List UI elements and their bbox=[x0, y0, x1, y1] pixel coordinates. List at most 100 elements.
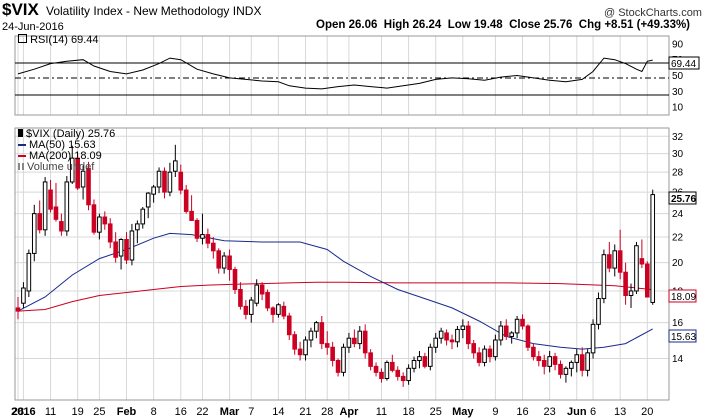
candle bbox=[596, 292, 601, 330]
candle bbox=[135, 220, 140, 244]
candle bbox=[634, 241, 639, 294]
x-tick-label: 7 bbox=[248, 406, 254, 418]
price-ytick-label: 20 bbox=[672, 258, 684, 269]
candle bbox=[493, 334, 498, 361]
candle-body bbox=[574, 354, 580, 363]
candle-body bbox=[612, 250, 618, 269]
candle-body bbox=[238, 288, 243, 307]
legend-ma50-row: MA(50) 15.63 bbox=[18, 140, 115, 151]
candle bbox=[498, 320, 504, 346]
candle bbox=[303, 336, 308, 361]
price-ytick-label: 22 bbox=[672, 233, 684, 244]
x-tick-label: 16 bbox=[175, 406, 187, 418]
candle-body bbox=[270, 307, 276, 315]
legend-price-text: $VIX (Daily) 25.76 bbox=[26, 128, 116, 140]
x-tick-label: 20 bbox=[641, 406, 653, 418]
candle bbox=[373, 362, 379, 377]
candle bbox=[558, 360, 563, 379]
chg-label: Chg bbox=[578, 19, 602, 31]
candle-body bbox=[639, 258, 645, 265]
candle bbox=[297, 341, 303, 361]
candle-body bbox=[558, 363, 563, 375]
candle bbox=[167, 162, 173, 197]
candle bbox=[579, 347, 585, 377]
candle-body bbox=[368, 352, 373, 367]
rsi-ytick-label: 30 bbox=[672, 87, 684, 98]
candle bbox=[623, 262, 628, 305]
candle-body bbox=[335, 359, 341, 373]
close-label: Close bbox=[509, 19, 541, 31]
candle bbox=[319, 316, 325, 350]
candle bbox=[281, 301, 287, 320]
candle-body bbox=[585, 352, 590, 371]
candle-body bbox=[178, 171, 184, 191]
candle bbox=[444, 329, 449, 346]
rsi-ytick-label: 10 bbox=[672, 103, 684, 114]
candle bbox=[314, 320, 319, 339]
candle bbox=[113, 232, 118, 263]
candle bbox=[417, 350, 422, 369]
candle bbox=[243, 300, 249, 320]
price-ytick-label: 14 bbox=[672, 354, 684, 365]
candle-body bbox=[15, 307, 21, 312]
quote-line: Open 26.06 High 26.24 Low 19.48 Close 25… bbox=[316, 19, 690, 31]
open-label: Open bbox=[316, 19, 346, 31]
ma50-swatch-icon bbox=[18, 144, 26, 147]
candle bbox=[248, 297, 254, 323]
candle-body bbox=[330, 346, 335, 361]
candle-body bbox=[292, 334, 297, 350]
candle bbox=[352, 329, 357, 348]
ma200-line bbox=[17, 281, 653, 312]
candle bbox=[64, 176, 70, 236]
candle-body bbox=[482, 348, 487, 363]
candle-body bbox=[124, 238, 129, 261]
candle bbox=[563, 366, 569, 383]
candle-body bbox=[493, 339, 498, 358]
candle-body bbox=[129, 230, 135, 261]
candle bbox=[438, 327, 444, 344]
candle bbox=[37, 200, 43, 234]
candle-body bbox=[151, 186, 156, 195]
price-ytick-label: 16 bbox=[672, 318, 684, 329]
candle-body bbox=[259, 284, 265, 295]
candle bbox=[102, 211, 108, 230]
candle bbox=[433, 332, 439, 353]
rsi-ytick-label: 90 bbox=[672, 39, 684, 50]
rsi-axis: 9070503010 bbox=[672, 39, 684, 113]
price-ytick-label: 32 bbox=[672, 132, 684, 143]
candle bbox=[75, 153, 80, 191]
candle bbox=[26, 249, 32, 298]
candle-body bbox=[438, 330, 444, 339]
candle-body bbox=[42, 181, 48, 231]
candle bbox=[173, 144, 178, 178]
candle bbox=[118, 238, 124, 270]
rsi-last-tag: 69.44 bbox=[668, 56, 700, 70]
candle-body bbox=[379, 371, 384, 379]
ma200-tag-box bbox=[668, 289, 697, 303]
candle bbox=[211, 237, 216, 259]
legend-price-row: $VIX (Daily) 25.76 bbox=[18, 129, 115, 140]
price-ytick-label: 28 bbox=[672, 168, 684, 179]
candle bbox=[145, 192, 151, 219]
candle bbox=[189, 195, 194, 221]
candle-body bbox=[314, 322, 319, 332]
candle-body bbox=[183, 189, 189, 212]
candle-body bbox=[319, 322, 325, 345]
candle-body bbox=[428, 346, 433, 367]
x-tick-label: 23 bbox=[544, 406, 556, 418]
x-tick-label: 18 bbox=[402, 406, 414, 418]
candle bbox=[574, 349, 580, 373]
candle bbox=[357, 326, 363, 350]
candle bbox=[645, 261, 650, 298]
candle-body bbox=[373, 365, 379, 373]
open-value: 26.06 bbox=[348, 19, 378, 31]
candle bbox=[59, 213, 64, 236]
candle bbox=[270, 306, 276, 323]
candle-body bbox=[476, 352, 482, 363]
candle bbox=[178, 164, 184, 195]
candle-body bbox=[628, 290, 634, 296]
candle-body bbox=[514, 318, 520, 334]
candle-body bbox=[623, 271, 628, 296]
candle bbox=[151, 184, 156, 203]
